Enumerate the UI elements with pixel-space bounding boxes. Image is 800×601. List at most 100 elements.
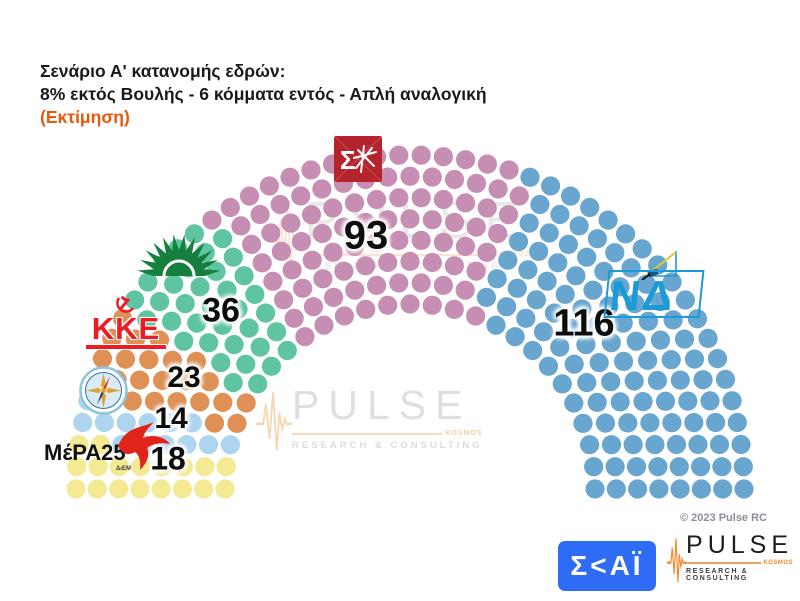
seat-dot bbox=[323, 242, 343, 262]
watermark-line bbox=[304, 253, 490, 256]
seat-dot bbox=[733, 457, 753, 477]
seat-dot bbox=[239, 318, 259, 338]
seat-dot bbox=[518, 260, 538, 280]
seat-dot bbox=[248, 374, 268, 394]
seat-dot bbox=[638, 311, 659, 331]
seat-dot bbox=[433, 189, 453, 210]
seat-dot bbox=[256, 303, 276, 323]
seat-dot bbox=[400, 209, 420, 229]
seat-dot bbox=[334, 217, 354, 237]
seat-dot bbox=[215, 479, 235, 499]
seat-dot bbox=[675, 290, 696, 310]
seat-dot bbox=[558, 234, 579, 254]
seat-dot bbox=[548, 253, 568, 273]
seat-dot bbox=[498, 205, 519, 225]
seat-dot bbox=[621, 258, 641, 278]
seat-dot bbox=[444, 256, 464, 276]
seat-dot bbox=[595, 413, 616, 433]
seat-dot bbox=[706, 412, 726, 433]
seat-dot bbox=[713, 479, 733, 499]
seat-dot bbox=[138, 272, 158, 292]
seat-dot bbox=[587, 229, 608, 249]
title-line-2: 8% εκτός Βουλής - 6 κόμματα εντός - Απλή… bbox=[40, 84, 487, 104]
seat-dot bbox=[550, 337, 570, 357]
seat-dot bbox=[422, 252, 442, 273]
seat-dot bbox=[477, 242, 497, 262]
seat-dot bbox=[560, 186, 581, 206]
seat-dot bbox=[587, 392, 607, 412]
seat-dot bbox=[236, 354, 256, 374]
watermark-line bbox=[292, 432, 443, 435]
watermark-word: PULSE bbox=[292, 382, 472, 428]
seat-dot bbox=[700, 391, 720, 411]
seat-dot bbox=[422, 167, 442, 187]
hammer-sickle-icon bbox=[116, 296, 134, 313]
seat-dot bbox=[601, 333, 621, 353]
seat-dot bbox=[198, 435, 219, 455]
seat-dot bbox=[576, 335, 596, 355]
seat-dot bbox=[224, 335, 244, 355]
seat-dot bbox=[184, 224, 204, 244]
pulse-logo-line bbox=[686, 562, 762, 564]
seat-dot bbox=[577, 247, 597, 267]
seat-dot bbox=[173, 457, 194, 477]
seat-dot bbox=[223, 373, 243, 393]
seat-count-kke: 23 bbox=[167, 361, 201, 394]
seat-dot bbox=[67, 457, 87, 477]
seat-dot bbox=[566, 266, 586, 286]
seat-dot bbox=[314, 315, 334, 335]
seat-dot bbox=[167, 392, 187, 412]
seat-dot bbox=[334, 306, 354, 326]
seat-dot bbox=[162, 350, 182, 370]
pulse-logo-subtitle: RESEARCH & CONSULTING bbox=[686, 568, 749, 582]
seat-dot bbox=[73, 412, 93, 433]
seat-dot bbox=[488, 223, 508, 244]
watermark-tag: KOSMOS bbox=[445, 430, 483, 437]
seat-dot bbox=[94, 412, 114, 433]
seat-dot bbox=[281, 213, 301, 233]
seat-count-plefsi: 14 bbox=[154, 402, 188, 435]
seat-dot bbox=[220, 435, 240, 455]
seat-dot bbox=[291, 232, 312, 252]
seat-dot bbox=[509, 186, 529, 206]
seat-dot bbox=[223, 247, 243, 267]
copyright-text: © 2023 Pulse RC bbox=[680, 512, 767, 524]
seat-dot bbox=[687, 309, 708, 329]
seat-dot bbox=[211, 353, 231, 373]
seat-dot bbox=[389, 230, 409, 250]
seat-dot bbox=[87, 479, 107, 499]
seat-dot bbox=[345, 280, 365, 300]
watermark-subtitle: RESEARCH & CONSULTING bbox=[304, 261, 530, 272]
seat-dot bbox=[239, 186, 260, 206]
seat-dot bbox=[655, 391, 676, 411]
nd-logo: ΝΔ bbox=[603, 250, 710, 319]
seat-dot bbox=[302, 250, 322, 270]
seat-dot bbox=[487, 269, 507, 289]
seat-dot bbox=[231, 216, 251, 236]
seat-dot bbox=[663, 310, 683, 330]
seat-dot bbox=[587, 315, 608, 335]
seat-count-mera25: 18 bbox=[150, 440, 186, 477]
seat-dot bbox=[122, 391, 142, 411]
seat-dot bbox=[577, 373, 597, 393]
seat-dot bbox=[638, 350, 658, 370]
seat-dot bbox=[606, 479, 626, 499]
seat-dot bbox=[202, 210, 222, 230]
pulse-watermark-center: PULSE KOSMOS RESEARCH & CONSULTING bbox=[256, 382, 494, 456]
seat-dot bbox=[312, 179, 332, 199]
chart-title: Σενάριο Α' κατανομής εδρών: 8% εκτός Βου… bbox=[40, 60, 487, 129]
seat-dot bbox=[669, 457, 689, 477]
seat-dot bbox=[466, 173, 487, 193]
seat-dot bbox=[712, 457, 732, 477]
seat-dot bbox=[284, 308, 304, 328]
seat-dot bbox=[115, 349, 136, 369]
seat-dot bbox=[466, 306, 486, 326]
seat-dot bbox=[271, 241, 291, 261]
syriza-star-icon: Σ bbox=[333, 135, 383, 183]
seat-dot bbox=[507, 278, 527, 298]
seat-dot bbox=[277, 340, 297, 361]
seat-dot bbox=[601, 372, 621, 392]
seat-dot bbox=[261, 356, 282, 376]
seat-dot bbox=[367, 275, 387, 295]
seat-dot bbox=[585, 479, 605, 499]
